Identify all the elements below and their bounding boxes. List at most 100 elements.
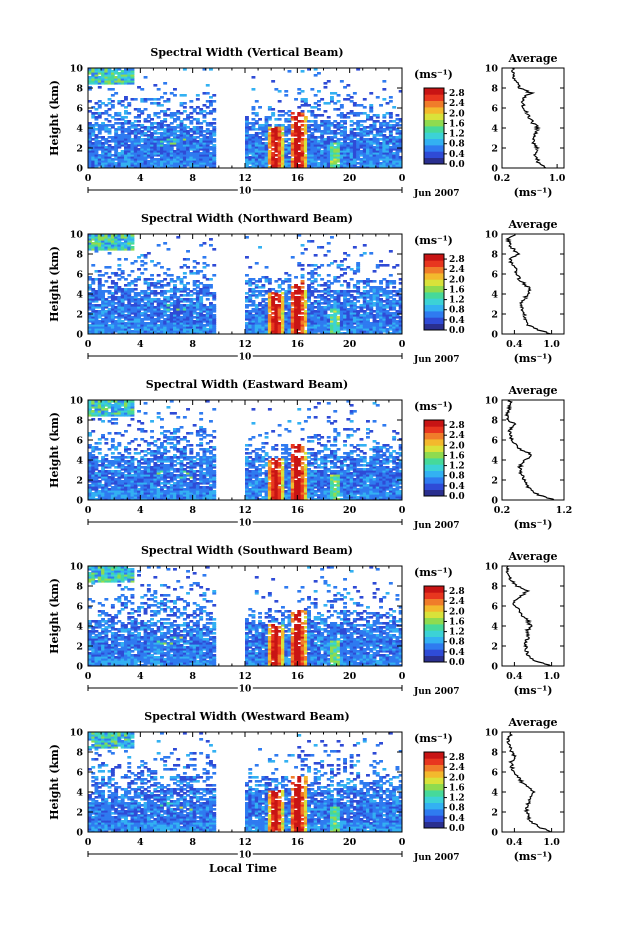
x-tick-label: 12 [238,505,251,516]
average-profile-line [510,67,547,169]
average-title: Average [507,52,557,65]
y-tick-label: 10 [70,562,84,573]
colorbar-segment [424,126,444,133]
colorbar-label: 1.2 [449,130,465,140]
colorbar-label: 0.0 [449,824,465,834]
y-tick-label: 4 [76,456,83,467]
colorbar-label: 2.4 [449,431,465,441]
y-tick-label: 4 [76,290,83,301]
average-y-tick-label: 0 [491,828,498,839]
colorbar-segment [424,445,444,452]
average-profile-line [504,399,555,501]
colorbar-segment [424,439,444,446]
average-profile-line [505,731,552,833]
average-y-tick-label: 8 [491,582,498,593]
colorbar-label: 2.4 [449,99,465,109]
x-tick-label: 0 [85,173,92,184]
colorbar-label: 2.8 [449,587,465,597]
y-tick-label: 6 [76,104,83,115]
colorbar-label: 1.6 [449,285,465,295]
colorbar-segment [424,655,444,663]
average-x-tick-label: 0.2 [494,173,511,184]
y-tick-label: 6 [76,436,83,447]
average-x-tick-label: 0.4 [506,339,523,350]
y-tick-label: 10 [70,396,84,407]
date-label: Jun 2007 [413,853,460,863]
colorbar-label: 0.0 [449,658,465,668]
panel-title: Spectral Width (Northward Beam) [141,212,353,225]
colorbar-segment [424,783,444,791]
colorbar-frame [423,253,445,331]
colorbar-label: 2.4 [449,597,465,607]
colorbar-label: 1.2 [449,794,465,804]
colorbar-label: 2.8 [449,421,465,431]
heatmap-cells [88,68,402,168]
y-tick-label: 10 [70,64,84,75]
average-frame [501,67,565,169]
y-tick-label: 8 [76,748,83,759]
colorbar-label: 2.8 [449,753,465,763]
heatmap-cells [88,234,402,334]
y-tick-label: 8 [76,250,83,261]
y-tick-label: 6 [76,768,83,779]
average-y-tick-label: 4 [491,124,498,135]
colorbar-label: 2.0 [449,441,465,451]
y-tick-label: 2 [76,144,83,155]
average-frame [501,399,565,501]
colorbar-label: 0.8 [449,140,465,150]
x-tick-label: 4 [137,671,144,682]
heatmap-cells [88,732,402,832]
day-label: 10 [239,353,252,363]
average-title: Average [507,716,557,729]
heatmap-cells [88,566,402,666]
colorbar-segment [424,643,444,650]
average-x-label: (ms⁻¹) [514,352,553,365]
y-tick-label: 8 [76,84,83,95]
colorbar-segment [424,298,444,305]
x-tick-label: 16 [291,173,305,184]
average-y-tick-label: 0 [491,496,498,507]
average-y-tick-label: 10 [485,64,499,75]
date-label: Jun 2007 [413,521,460,531]
panel-title: Spectral Width (Eastward Beam) [146,378,348,391]
y-tick-label: 8 [76,416,83,427]
day-label: 10 [239,519,252,529]
colorbar-segment [424,458,444,465]
x-tick-label: 8 [189,339,196,350]
average-title: Average [507,384,557,397]
average-y-tick-label: 10 [485,728,499,739]
colorbar-label: 0.0 [449,492,465,502]
average-x-tick-label: 1.0 [543,339,560,350]
average-y-tick-label: 8 [491,250,498,261]
colorbar-label: 0.4 [449,482,465,492]
average-x-tick-label: 1.0 [543,671,560,682]
colorbar-unit: (ms⁻¹) [414,68,453,81]
average-y-tick-label: 6 [491,436,498,447]
colorbar-segment [424,432,444,440]
colorbar-unit: (ms⁻¹) [414,566,453,579]
x-tick-label: 4 [137,339,144,350]
colorbar-label: 0.4 [449,316,465,326]
average-x-tick-label: 1.0 [543,837,560,848]
y-tick-label: 0 [76,330,83,341]
x-tick-label: 0 [399,837,406,848]
colorbar-segment [424,815,444,822]
x-tick-label: 8 [189,671,196,682]
colorbar-segment [424,113,444,120]
colorbar-segment [424,145,444,152]
colorbar-segment [424,802,444,810]
colorbar-segment [424,254,444,261]
colorbar-segment [424,592,444,599]
colorbar-segment [424,611,444,618]
y-tick-label: 4 [76,622,83,633]
y-tick-label: 0 [76,496,83,507]
colorbar-label: 2.8 [449,255,465,265]
colorbar-unit: (ms⁻¹) [414,234,453,247]
colorbar-frame [423,751,445,829]
average-x-tick-label: 0.2 [494,505,511,516]
average-x-tick-label: 1.2 [556,505,573,516]
y-tick-label: 10 [70,728,84,739]
colorbar-label: 1.2 [449,462,465,472]
y-tick-label: 4 [76,124,83,135]
colorbar-label: 1.6 [449,451,465,461]
